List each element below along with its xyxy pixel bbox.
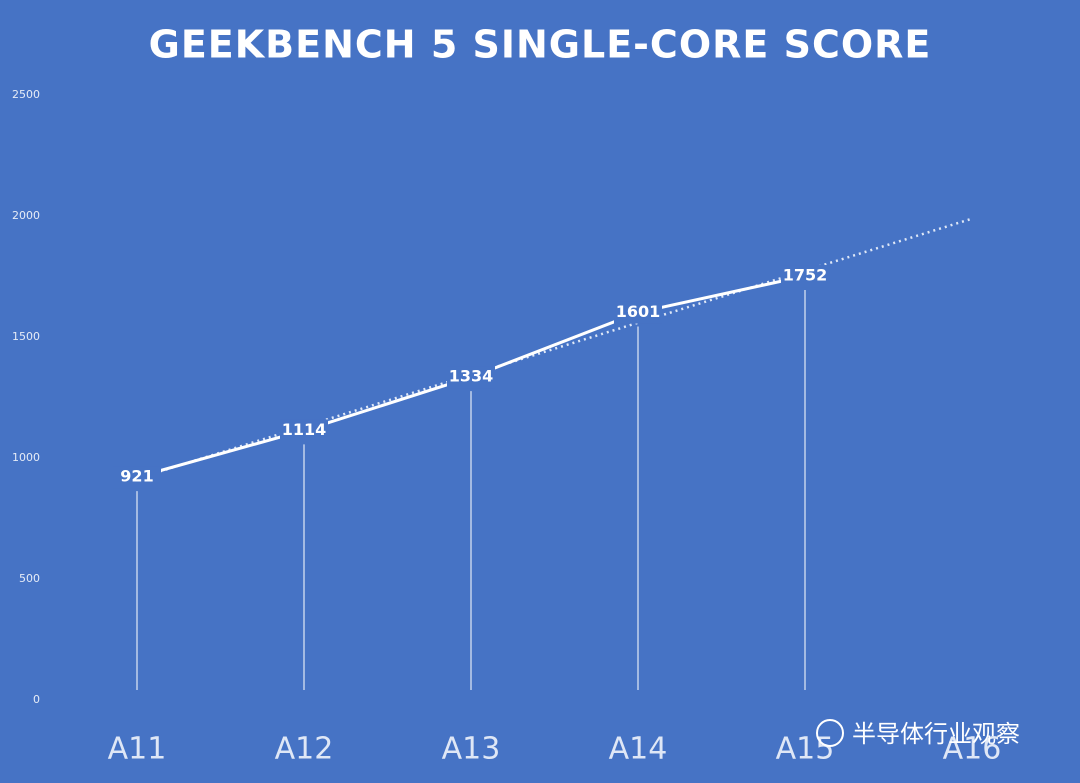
data-label: 921 (120, 467, 153, 486)
watermark-text: 半导体行业观察 (852, 720, 1020, 748)
data-label: 1114 (282, 420, 327, 439)
label-bg (280, 419, 328, 442)
data-label: 1334 (449, 367, 494, 386)
label-bg (781, 265, 829, 288)
label-bg (447, 366, 495, 389)
chart-title: GEEKBENCH 5 SINGLE-CORE SCORE (149, 23, 932, 67)
x-tick-label: A15 (776, 732, 835, 767)
y-tick-label: 0 (33, 693, 40, 706)
y-tick-label: 1500 (12, 330, 40, 343)
y-tick-label: 2000 (12, 209, 40, 222)
x-tick-label: A14 (609, 732, 668, 767)
data-label: 1601 (616, 302, 661, 321)
watermark: 半导体行业观察 (816, 719, 1020, 748)
x-tick-label: A11 (108, 732, 167, 767)
x-tick-label: A13 (442, 732, 501, 767)
x-tick-label: A16 (943, 732, 1002, 767)
y-tick-label: 2500 (12, 88, 40, 101)
y-tick-label: 1000 (12, 451, 40, 464)
label-bg (614, 301, 662, 324)
x-tick-label: A12 (275, 732, 334, 767)
data-label: 1752 (783, 266, 828, 285)
label-bg (113, 466, 161, 489)
y-tick-label: 500 (19, 572, 40, 585)
trendline (136, 217, 973, 480)
watermark-icon (816, 719, 844, 747)
